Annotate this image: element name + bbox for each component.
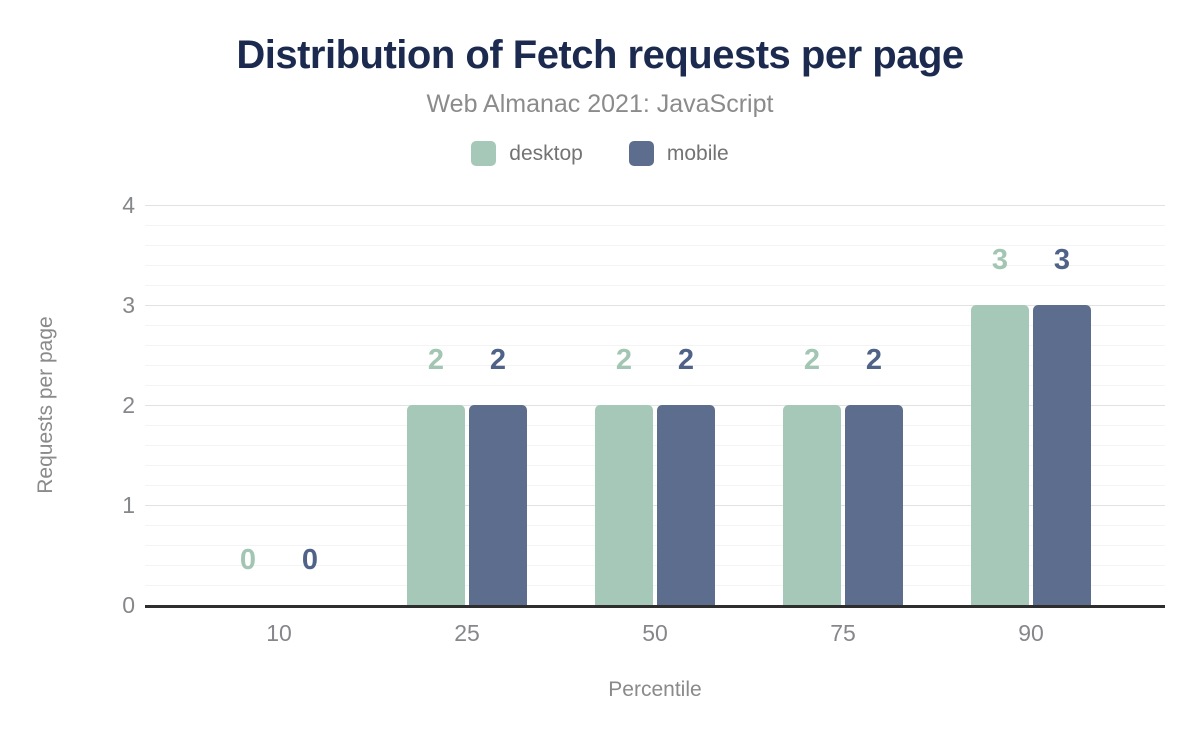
bar-desktop-p90[interactable] — [971, 305, 1029, 605]
gridline-major — [145, 405, 1165, 406]
x-tick-label-10: 10 — [266, 620, 292, 646]
chart-title: Distribution of Fetch requests per page — [236, 33, 964, 77]
legend-label-mobile: mobile — [666, 141, 729, 165]
gridline-minor — [145, 465, 1165, 466]
value-label-desktop-p50: 2 — [615, 344, 633, 376]
bar-mobile-p50[interactable] — [657, 405, 715, 605]
gridline-major — [145, 205, 1165, 206]
value-label-mobile-p10: 0 — [301, 544, 319, 576]
x-tick-label-50: 50 — [642, 620, 668, 646]
plot-area: 0 0 2 2 2 2 2 2 3 3 — [145, 205, 1165, 608]
legend-item-desktop[interactable]: desktop — [471, 141, 583, 166]
gridline-minor — [145, 265, 1165, 266]
value-label-desktop-p90: 3 — [991, 244, 1009, 276]
legend-label-desktop: desktop — [509, 141, 583, 165]
bar-mobile-p25[interactable] — [469, 405, 527, 605]
gridline-minor — [145, 225, 1165, 226]
gridline-minor — [145, 285, 1165, 286]
y-axis-title: Requests per page — [34, 316, 57, 494]
y-tick-label: 2 — [122, 392, 135, 418]
value-label-mobile-p75: 2 — [865, 344, 883, 376]
gridline-minor — [145, 245, 1165, 246]
gridline-minor — [145, 445, 1165, 446]
gridline-major — [145, 305, 1165, 306]
y-tick-label: 0 — [122, 592, 135, 618]
gridline-major — [145, 505, 1165, 506]
y-tick-label: 3 — [122, 292, 135, 318]
bar-mobile-p90[interactable] — [1033, 305, 1091, 605]
gridline-minor — [145, 385, 1165, 386]
gridline-minor — [145, 545, 1165, 546]
mobile-series-swatch-icon — [628, 141, 654, 166]
y-tick-label: 1 — [122, 492, 135, 518]
x-tick-label-25: 25 — [454, 620, 480, 646]
gridline-minor — [145, 585, 1165, 586]
value-label-desktop-p25: 2 — [427, 344, 445, 376]
gridline-minor — [145, 485, 1165, 486]
bar-desktop-p75[interactable] — [783, 405, 841, 605]
gridline-minor — [145, 365, 1165, 366]
gridline-minor — [145, 345, 1165, 346]
gridline-minor — [145, 425, 1165, 426]
gridline-minor — [145, 525, 1165, 526]
legend: desktop mobile — [0, 141, 1200, 166]
bar-mobile-p75[interactable] — [845, 405, 903, 605]
legend-item-mobile[interactable]: mobile — [628, 141, 729, 166]
y-tick-label: 4 — [122, 192, 135, 218]
x-tick-label-75: 75 — [830, 620, 856, 646]
value-label-mobile-p50: 2 — [677, 344, 695, 376]
x-tick-label-90: 90 — [1018, 620, 1044, 646]
bar-desktop-p50[interactable] — [595, 405, 653, 605]
desktop-series-swatch-icon — [471, 141, 497, 166]
value-label-desktop-p75: 2 — [803, 344, 821, 376]
bar-desktop-p25[interactable] — [407, 405, 465, 605]
gridline-minor — [145, 325, 1165, 326]
gridline-minor — [145, 565, 1165, 566]
value-label-mobile-p90: 3 — [1053, 244, 1071, 276]
x-axis-title: Percentile — [608, 678, 702, 701]
value-label-desktop-p10: 0 — [239, 544, 257, 576]
chart-subtitle: Web Almanac 2021: JavaScript — [426, 90, 774, 118]
value-label-mobile-p25: 2 — [489, 344, 507, 376]
